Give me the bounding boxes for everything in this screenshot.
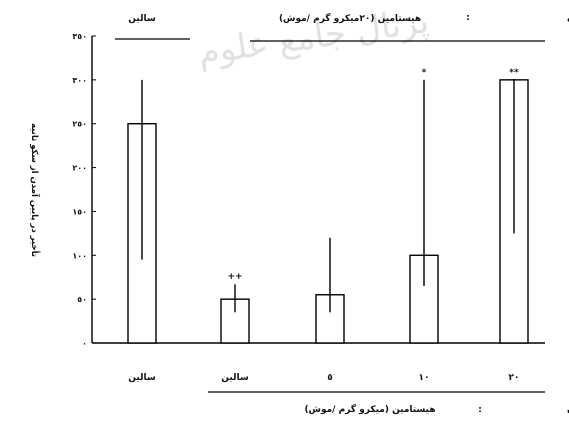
y-tick-label: ١٠٠: [72, 251, 87, 260]
pretest-label: هیستامین (میکرو گرم /موش): [304, 403, 435, 415]
bars: [127, 79, 529, 344]
y-tick-label: ٣٥٠: [72, 32, 87, 41]
group-headers: تجویز قبل از آموزش: سالین هیستامین (٢٠میکر…: [115, 11, 569, 415]
pretraining-prefix: تجویز قبل از آموزش: [567, 11, 569, 23]
watermark-text: پرتال جامع علوم: [196, 1, 432, 73]
significance-label: ++: [227, 272, 242, 282]
y-tick-label: ٢٥٠: [72, 120, 87, 129]
pretest-prefix: تجویز قبل از آزمون: [567, 403, 569, 415]
x-tick-label: سالین: [128, 373, 156, 383]
error-bars: [140, 79, 516, 313]
y-axis-label: تأخیر در پایین آمدن از سکو ثانیه: [29, 123, 41, 257]
y-tick-label: ٠: [82, 339, 87, 348]
pretraining-separator: :: [466, 13, 470, 23]
x-tick-label: ١٠: [419, 373, 430, 383]
significance-marks: ++* **: [227, 68, 519, 282]
pretraining-group-label: هیستامین (٢٠میکرو گرم /موش): [279, 12, 421, 24]
x-tick-label: ٢٠: [509, 373, 520, 383]
pretraining-group-label: سالین: [128, 14, 156, 24]
significance-label: **: [509, 68, 519, 78]
x-tick-labels: سالین سالین ٥ ١٠ ٢٠: [128, 373, 519, 383]
y-tick-label: ٥٠: [77, 295, 87, 304]
x-tick-label: ٥: [327, 373, 333, 383]
y-tick-label: ٣٠٠: [72, 76, 87, 85]
bar: [315, 294, 345, 344]
significance-label: *: [422, 68, 427, 78]
x-tick-label: سالین: [221, 373, 249, 383]
y-tick-label: ١٥٠: [72, 207, 87, 216]
y-tick-label: ٢٠٠: [72, 164, 87, 173]
y-tick-labels: ٠ ٥٠ ١٠٠ ١٥٠ ٢٠٠ ٢٥٠ ٣٠٠ ٣٥٠: [72, 32, 87, 348]
pretest-separator: :: [478, 405, 482, 415]
